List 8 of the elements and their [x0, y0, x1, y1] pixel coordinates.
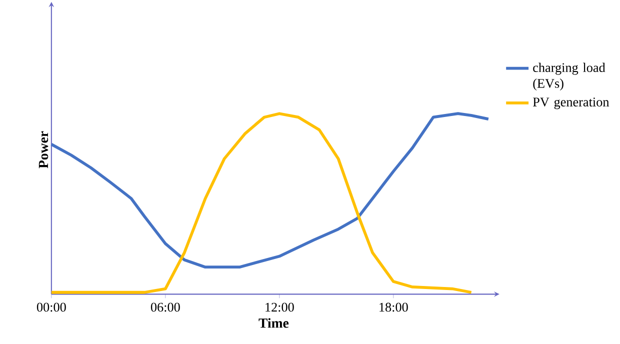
x-tick-label: 12:00 — [266, 302, 294, 312]
x-tick-label: 00:00 — [36, 302, 66, 312]
x-tick-label: 06:00 — [150, 302, 180, 312]
legend-label: PV generation — [532, 97, 610, 110]
y-axis-title: Power — [38, 131, 48, 168]
legend-label: charging load (EVs) — [533, 62, 606, 90]
x-tick-label: 18:00 — [380, 302, 408, 312]
x-axis-title: Time — [258, 318, 289, 328]
